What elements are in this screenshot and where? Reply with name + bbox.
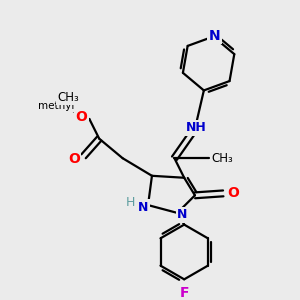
Text: N: N [208, 28, 220, 43]
Text: F: F [179, 286, 189, 300]
Text: N: N [138, 201, 148, 214]
Text: H: H [126, 196, 135, 209]
Text: N: N [177, 208, 188, 221]
Text: O: O [227, 186, 239, 200]
Text: CH₃: CH₃ [212, 152, 233, 165]
Text: CH₃: CH₃ [57, 91, 79, 104]
Text: methyl: methyl [38, 101, 74, 112]
Text: NH: NH [185, 122, 206, 134]
Text: O: O [76, 110, 88, 124]
Text: O: O [68, 152, 80, 166]
